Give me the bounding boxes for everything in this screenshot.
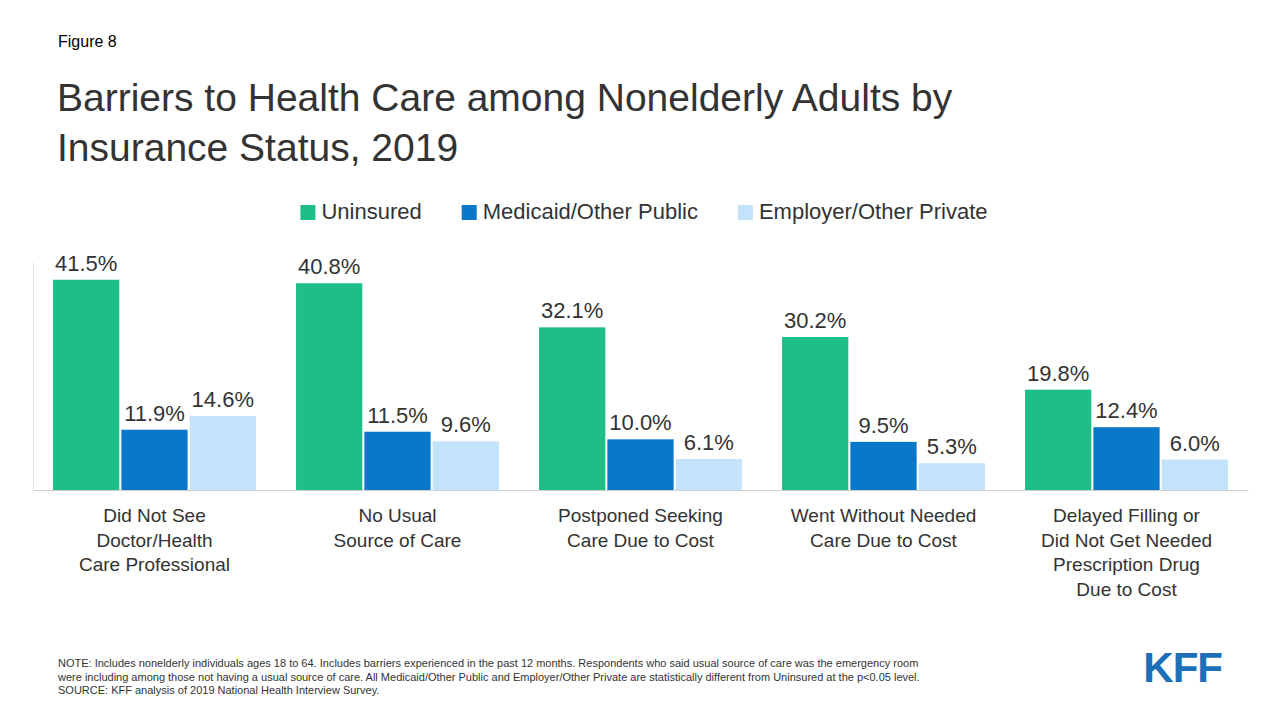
legend-swatch xyxy=(738,205,753,220)
data-label: 40.8% xyxy=(298,254,360,279)
bar xyxy=(607,439,673,490)
figure-label: Figure 8 xyxy=(58,33,117,50)
legend-label: Uninsured xyxy=(321,199,421,224)
data-labels: 41.5% 40.8% 32.1% 30.2% 19.8% 11.9% 11.5% 10.0%… xyxy=(55,251,1220,459)
tick-label: Went Without NeededCare Due to Cost xyxy=(791,505,977,551)
series xyxy=(53,280,1091,490)
data-label: 9.6% xyxy=(441,412,491,437)
tick: No UsualSource of Care xyxy=(334,505,462,551)
tick: Went Without NeededCare Due to Cost xyxy=(791,505,977,551)
tick: Did Not SeeDoctor/HealthCare Professiona… xyxy=(79,505,230,575)
note: NOTE: Includes nonelderly individuals ag… xyxy=(57,657,920,683)
bar xyxy=(1093,427,1159,490)
data-label: 14.6% xyxy=(192,387,254,412)
data-label: 32.1% xyxy=(541,298,603,323)
legend-item: Uninsured xyxy=(300,199,421,224)
data-label: 19.8% xyxy=(1027,361,1089,386)
bar xyxy=(1162,460,1228,490)
legend-swatch xyxy=(300,205,315,220)
bar xyxy=(364,432,430,490)
title: Barriers to Health Care among Nonelderly… xyxy=(57,76,953,169)
source: SOURCE: KFF analysis of 2019 National He… xyxy=(58,684,379,696)
chart: Figure 8 Barriers to Health Care among No… xyxy=(0,0,1280,720)
bar xyxy=(121,430,187,490)
tick-label: Delayed Filling orDid Not Get NeededPres… xyxy=(1041,505,1212,600)
data-label: 6.1% xyxy=(684,430,734,455)
data-label: 11.5% xyxy=(367,403,428,428)
bar xyxy=(850,442,916,490)
tick-label: Postponed SeekingCare Due to Cost xyxy=(558,505,723,551)
bar xyxy=(53,280,119,490)
data-label: 10.0% xyxy=(609,410,671,435)
bars xyxy=(53,280,1228,490)
data-label: 41.5% xyxy=(55,251,117,276)
legend-label: Employer/Other Private xyxy=(759,199,988,224)
legend-label: Medicaid/Other Public xyxy=(483,199,698,224)
series xyxy=(190,416,1228,490)
x-axis: Did Not SeeDoctor/HealthCare Professiona… xyxy=(34,491,1249,600)
legend-item: Employer/Other Private xyxy=(738,199,988,224)
x-axis-line xyxy=(34,490,1249,491)
series xyxy=(121,427,1159,490)
data-label: 9.5% xyxy=(858,413,908,438)
tick-label: No UsualSource of Care xyxy=(334,505,462,551)
bar xyxy=(782,337,848,490)
data-label: 30.2% xyxy=(784,308,846,333)
bar xyxy=(433,441,499,490)
bar xyxy=(539,327,605,490)
y-axis-line xyxy=(33,263,34,491)
bar xyxy=(919,463,985,490)
tick-label: Did Not SeeDoctor/HealthCare Professiona… xyxy=(79,505,230,575)
bar xyxy=(1025,390,1091,490)
tick: Delayed Filling orDid Not Get NeededPres… xyxy=(1041,505,1212,600)
data-label: 12.4% xyxy=(1095,398,1157,423)
legend-swatch xyxy=(462,205,477,220)
bar xyxy=(676,459,742,490)
legend: Uninsured Medicaid/Other Public Employer/O… xyxy=(300,199,987,224)
tick: Postponed SeekingCare Due to Cost xyxy=(558,505,723,551)
data-label: 5.3% xyxy=(927,434,977,459)
bar xyxy=(190,416,256,490)
data-label: 11.9% xyxy=(124,401,185,426)
bar xyxy=(296,283,362,490)
data-label: 6.0% xyxy=(1170,431,1220,456)
logo: KFF xyxy=(1143,644,1222,691)
legend-item: Medicaid/Other Public xyxy=(462,199,698,224)
y-axis xyxy=(33,263,34,491)
